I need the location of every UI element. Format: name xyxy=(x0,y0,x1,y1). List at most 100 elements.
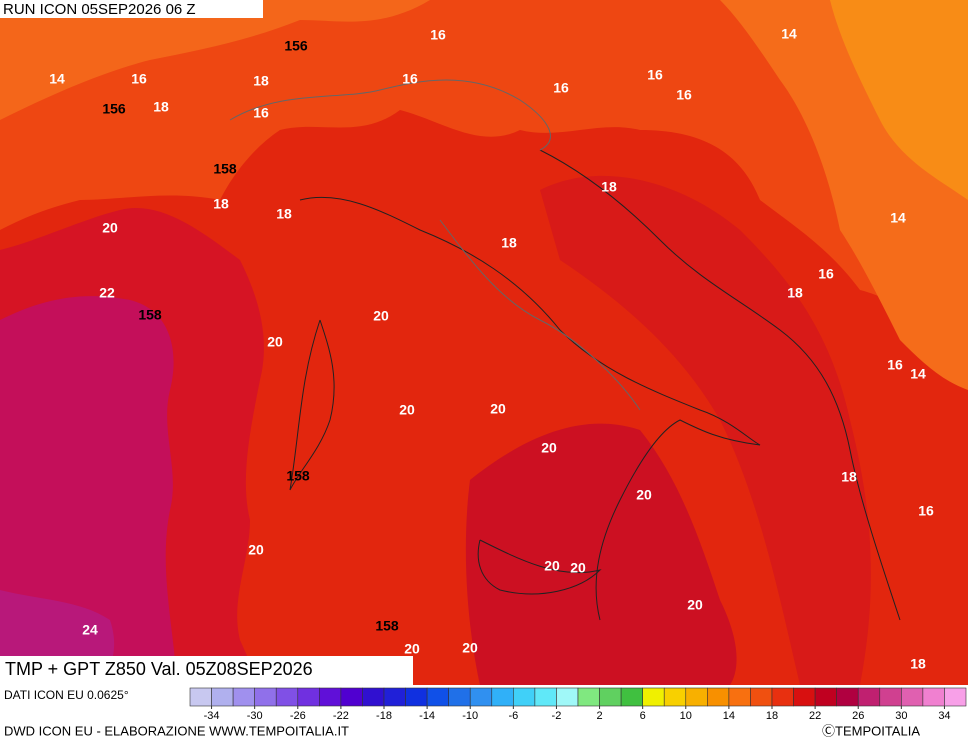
temperature-label: 16 xyxy=(253,105,269,121)
geopotential-label: 156 xyxy=(102,101,126,117)
temperature-label: 16 xyxy=(887,357,903,373)
temperature-label: 16 xyxy=(402,71,418,87)
east-light-region xyxy=(830,0,968,200)
magenta-region xyxy=(0,296,180,685)
temperature-label: 20 xyxy=(267,334,283,350)
temperature-label: 24 xyxy=(82,622,98,638)
geopotential-label: 158 xyxy=(286,468,310,484)
colorbar-swatch xyxy=(254,687,277,707)
header-box xyxy=(0,0,263,18)
temperature-label: 16 xyxy=(553,80,569,96)
colorbar-swatch xyxy=(469,687,493,707)
colorbar-swatch xyxy=(944,687,967,707)
colorbar-swatch xyxy=(814,687,837,707)
geopotential-label: 158 xyxy=(213,161,237,177)
temperature-label: 18 xyxy=(841,469,857,485)
colorbar-swatch xyxy=(340,687,363,707)
temperature-label: 18 xyxy=(501,235,517,251)
temperature-label: 14 xyxy=(781,26,797,42)
temperature-label: 16 xyxy=(918,503,934,519)
colorbar-swatch xyxy=(599,687,622,707)
colorbar-tick-label: 30 xyxy=(895,710,907,722)
colorbar-tick-label: -18 xyxy=(376,710,392,722)
temperature-label: 16 xyxy=(818,266,834,282)
colorbar-swatch xyxy=(491,687,514,707)
colorbar-swatch xyxy=(297,687,320,707)
temperature-label: 18 xyxy=(787,285,803,301)
colorbar-swatch xyxy=(642,687,665,707)
colorbar-swatch xyxy=(448,687,471,707)
colorbar-swatch xyxy=(728,687,751,707)
colorbar-swatch xyxy=(620,687,643,707)
temperature-label: 20 xyxy=(373,308,389,324)
colorbar-swatch xyxy=(879,687,902,707)
temperature-label: 14 xyxy=(890,210,906,226)
colorbar-swatch xyxy=(685,687,708,707)
temperature-label: 20 xyxy=(462,640,478,656)
colorbar-swatch xyxy=(663,687,687,707)
geopotential-label: 158 xyxy=(138,307,162,323)
contour-labels: 16 14 156 14 16 18 16 16 16 16 156 18 16 158 18 18 18 14 2… xyxy=(49,26,934,672)
temperature-label: 20 xyxy=(399,402,415,418)
colorbar-swatch xyxy=(793,687,816,707)
colorbar-swatch xyxy=(857,687,881,707)
colorbar-tick-label: 6 xyxy=(640,710,646,722)
colorbar-tick-label: -2 xyxy=(552,710,562,722)
colorbar: -34 -30 -26 -22 -18 -14 -10 -6 -2 2 6 10 14 18 22 26 30 3… xyxy=(189,687,967,722)
geopotential-label: 156 xyxy=(284,38,308,54)
temperature-label: 20 xyxy=(490,401,506,417)
colorbar-tick-label: 26 xyxy=(852,710,864,722)
colorbar-tick-label: 22 xyxy=(809,710,821,722)
temperature-label: 16 xyxy=(676,87,692,103)
temperature-label: 18 xyxy=(153,99,169,115)
colorbar-swatch xyxy=(922,687,945,707)
colorbar-tick-label: -22 xyxy=(333,710,349,722)
temperature-label: 20 xyxy=(541,440,557,456)
temperature-label: 20 xyxy=(687,597,703,613)
colorbar-tick-label: -10 xyxy=(462,710,478,722)
temperature-label: 20 xyxy=(248,542,264,558)
map xyxy=(0,0,968,685)
borders xyxy=(229,79,641,411)
colorbar-tick-label: -30 xyxy=(247,710,263,722)
colorbar-swatch xyxy=(534,687,557,707)
run-label: RUN ICON 05SEP2026 06 Z xyxy=(3,1,196,18)
light-orange-region xyxy=(0,0,430,120)
colorbar-tick-label: -14 xyxy=(419,710,435,722)
coastlines xyxy=(289,149,901,621)
temperature-label: 22 xyxy=(99,285,115,301)
temperature-label: 20 xyxy=(102,220,118,236)
geopotential-label: 158 xyxy=(375,618,399,634)
colorbar-swatch xyxy=(901,687,924,707)
temperature-label: 18 xyxy=(276,206,292,222)
south-dark-region xyxy=(465,423,737,685)
colorbar-swatch xyxy=(405,687,428,707)
temperature-label: 16 xyxy=(647,67,663,83)
colorbar-swatch xyxy=(750,687,773,707)
colorbar-swatch xyxy=(513,687,536,707)
colorbar-swatch xyxy=(383,687,406,707)
colorbar-swatch xyxy=(189,687,212,707)
colorbar-tick-label: 34 xyxy=(938,710,950,722)
colorbar-swatch xyxy=(319,687,342,707)
temperature-label: 18 xyxy=(213,196,229,212)
temperature-label: 20 xyxy=(636,487,652,503)
temperature-label: 14 xyxy=(910,366,926,382)
colorbar-tick-label: -6 xyxy=(508,710,518,722)
adriatic-region xyxy=(540,175,871,685)
colorbar-swatch xyxy=(362,687,385,707)
map-title: TMP + GPT Z850 Val. 05Z08SEP2026 xyxy=(5,659,313,679)
temperature-label: 20 xyxy=(544,558,560,574)
colorbar-swatch xyxy=(707,687,730,707)
temperature-label: 18 xyxy=(253,73,269,89)
colorbar-swatch xyxy=(426,687,449,707)
orange-region xyxy=(0,0,968,330)
colorbar-tick-label: -26 xyxy=(290,710,306,722)
credit-label: DWD ICON EU - ELABORAZIONE WWW.TEMPOITAL… xyxy=(4,723,349,738)
colorbar-swatch xyxy=(577,687,600,707)
title-box xyxy=(0,656,413,685)
colorbar-swatch xyxy=(275,687,299,707)
temperature-label: 18 xyxy=(601,179,617,195)
colorbar-swatch xyxy=(232,687,255,707)
